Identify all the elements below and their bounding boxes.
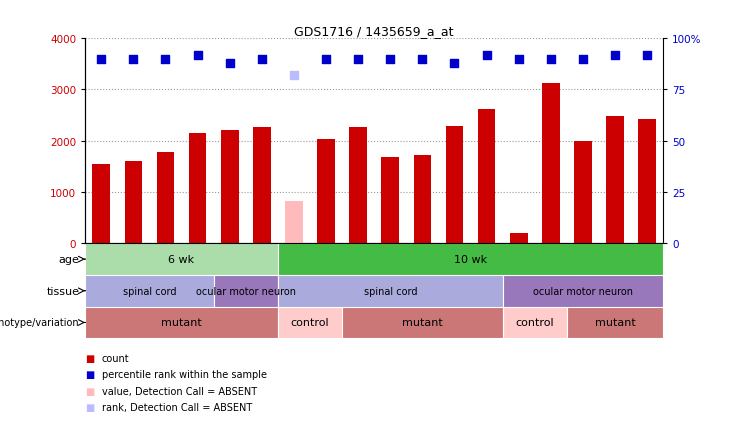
Bar (156, 153, 174, 243)
Bar (317, 140, 335, 243)
Bar (342, 307, 502, 339)
Bar (574, 141, 592, 243)
Text: mutant: mutant (402, 318, 442, 328)
Bar (93, 164, 110, 243)
Text: 10 wk: 10 wk (454, 254, 487, 264)
Point (416, 56, 428, 63)
Text: control: control (290, 318, 329, 328)
Bar (221, 131, 239, 243)
Point (577, 56, 589, 63)
Text: percentile rank within the sample: percentile rank within the sample (102, 370, 267, 379)
Bar (349, 128, 367, 243)
Bar (567, 307, 663, 339)
Bar (189, 134, 207, 243)
Point (96, 56, 107, 63)
Point (385, 56, 396, 63)
Point (192, 52, 204, 59)
Text: mutant: mutant (595, 318, 635, 328)
Text: spinal cord: spinal cord (123, 286, 176, 296)
Point (127, 56, 139, 63)
Text: value, Detection Call = ABSENT: value, Detection Call = ABSENT (102, 386, 256, 396)
Bar (413, 156, 431, 243)
Point (448, 60, 460, 67)
Text: control: control (516, 318, 554, 328)
Text: rank, Detection Call = ABSENT: rank, Detection Call = ABSENT (102, 403, 252, 412)
Bar (213, 275, 278, 307)
Text: ocular motor neuron: ocular motor neuron (533, 286, 633, 296)
Bar (85, 307, 278, 339)
Bar (638, 120, 656, 243)
Bar (606, 116, 624, 243)
Point (256, 56, 268, 63)
Point (288, 72, 300, 79)
Text: age: age (59, 254, 79, 264)
Point (609, 52, 621, 59)
Bar (278, 243, 663, 275)
Text: ■: ■ (85, 386, 94, 396)
Text: ■: ■ (85, 353, 94, 363)
Bar (85, 243, 278, 275)
Bar (542, 84, 559, 243)
Text: ■: ■ (85, 370, 94, 379)
Text: 6 wk: 6 wk (168, 254, 195, 264)
Point (224, 60, 236, 67)
Bar (124, 162, 142, 243)
Bar (502, 275, 663, 307)
Bar (502, 307, 567, 339)
Bar (253, 128, 270, 243)
Point (159, 56, 171, 63)
Text: mutant: mutant (162, 318, 202, 328)
Point (320, 56, 332, 63)
Bar (510, 233, 528, 243)
Bar (445, 127, 463, 243)
Bar (478, 110, 496, 243)
Bar (85, 275, 213, 307)
Bar (285, 202, 303, 243)
Title: GDS1716 / 1435659_a_at: GDS1716 / 1435659_a_at (294, 25, 454, 38)
Bar (278, 307, 342, 339)
Point (481, 52, 493, 59)
Point (352, 56, 364, 63)
Point (641, 52, 653, 59)
Text: count: count (102, 353, 129, 363)
Text: spinal cord: spinal cord (364, 286, 417, 296)
Text: ■: ■ (85, 403, 94, 412)
Point (513, 56, 525, 63)
Bar (382, 158, 399, 243)
Text: genotype/variation: genotype/variation (0, 318, 79, 328)
Text: ocular motor neuron: ocular motor neuron (196, 286, 296, 296)
Bar (278, 275, 502, 307)
Point (545, 56, 556, 63)
Text: tissue: tissue (47, 286, 79, 296)
